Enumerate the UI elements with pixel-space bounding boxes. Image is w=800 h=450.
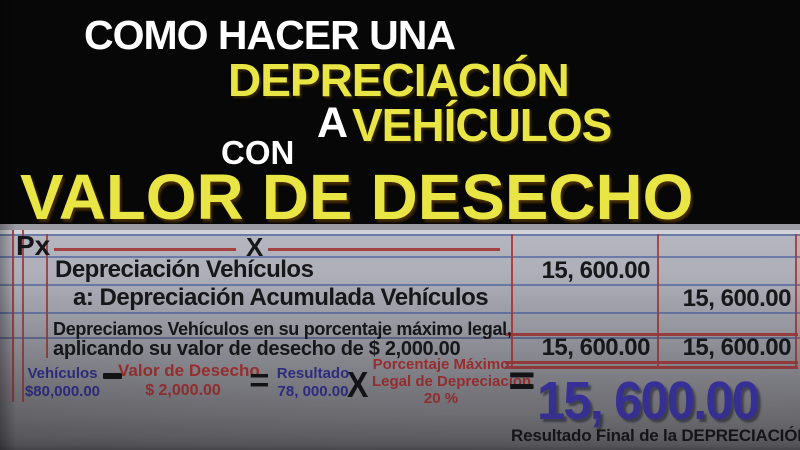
porcentaje-label-line-1: Porcentaje Máximo <box>372 356 510 373</box>
formula-result-intermediate: Resultado 78, 000.00 <box>276 366 350 399</box>
credit-column-line <box>657 234 659 366</box>
ledger-rule-line <box>0 256 800 258</box>
paper-top-strip <box>0 224 800 230</box>
final-result-caption: Resultado Final de la DEPRECIACIÓN <box>511 426 800 445</box>
minus-operator <box>103 373 122 379</box>
vehiculos-label: Vehículos <box>27 365 98 382</box>
totals-top-line <box>505 333 798 336</box>
description-column-line <box>46 234 48 358</box>
valor-desecho-label: Valor de Desecho <box>118 361 260 380</box>
totals-debit: 15, 600.00 <box>541 334 651 361</box>
title-line-3-prefix: A <box>317 99 349 147</box>
resultado-label: Resultado <box>276 365 350 382</box>
title-line-4: CON <box>221 134 295 171</box>
entry-row-description: Depreciación Vehículos <box>55 256 314 283</box>
valor-desecho-value: $ 2,000.00 <box>145 382 221 399</box>
ledger-paper: Px X Depreciación Vehículos 15, 600.00 a… <box>0 224 800 450</box>
final-equals-operator: = <box>509 356 535 405</box>
resultado-value: 78, 000.00 <box>277 383 349 400</box>
right-edge-line <box>795 234 797 366</box>
totals-double-underline <box>505 361 798 364</box>
totals-credit: 15, 600.00 <box>682 334 792 361</box>
formula-operand-porcentaje: Porcentaje Máximo Legal de Depreciación … <box>372 356 532 407</box>
entry-row-description: a: Depreciación Acumulada Vehículos <box>73 284 489 311</box>
entry-note-line-2: aplicando su valor de desecho de $ 2,000… <box>53 338 461 360</box>
entry-row-credit: 15, 600.00 <box>682 285 792 312</box>
header-underline-right <box>268 248 500 251</box>
final-result-value: 15, 600.00 <box>537 371 760 431</box>
entry-note-line-1: Depreciamos Vehículos en su porcentaje m… <box>53 319 512 339</box>
totals-double-underline <box>505 366 798 369</box>
paper-white-strip <box>0 230 800 234</box>
header-label-px: Px <box>16 230 51 261</box>
title-line-5: VALOR DE DESECHO <box>20 161 694 233</box>
ledger-rule-line <box>0 284 800 286</box>
header-underline-left <box>54 248 236 251</box>
ledger-rule-line <box>0 337 800 339</box>
equals-operator: = <box>250 362 269 398</box>
title-line-3: VEHÍCULOS <box>352 99 612 151</box>
porcentaje-value: 20 % <box>423 390 459 407</box>
multiply-operator: X <box>347 364 369 406</box>
margin-line <box>12 230 14 402</box>
porcentaje-label-line-2: Legal de Depreciación <box>372 373 532 390</box>
entry-row-debit: 15, 600.00 <box>541 257 651 284</box>
debit-column-line <box>511 234 513 366</box>
margin-line <box>22 230 24 402</box>
ledger-rule-line <box>0 312 800 314</box>
ledger-rule-line <box>0 234 800 236</box>
title-line-1: COMO HACER UNA <box>84 12 456 58</box>
formula-operand-valor-desecho: Valor de Desecho $ 2,000.00 <box>118 361 260 399</box>
vehiculos-value: $80,000.00 <box>24 383 101 400</box>
header-label-x: X <box>246 232 264 262</box>
formula-operand-vehiculos: Vehículos $80,000.00 <box>20 366 105 399</box>
title-line-2: DEPRECIACIÓN <box>228 54 570 106</box>
